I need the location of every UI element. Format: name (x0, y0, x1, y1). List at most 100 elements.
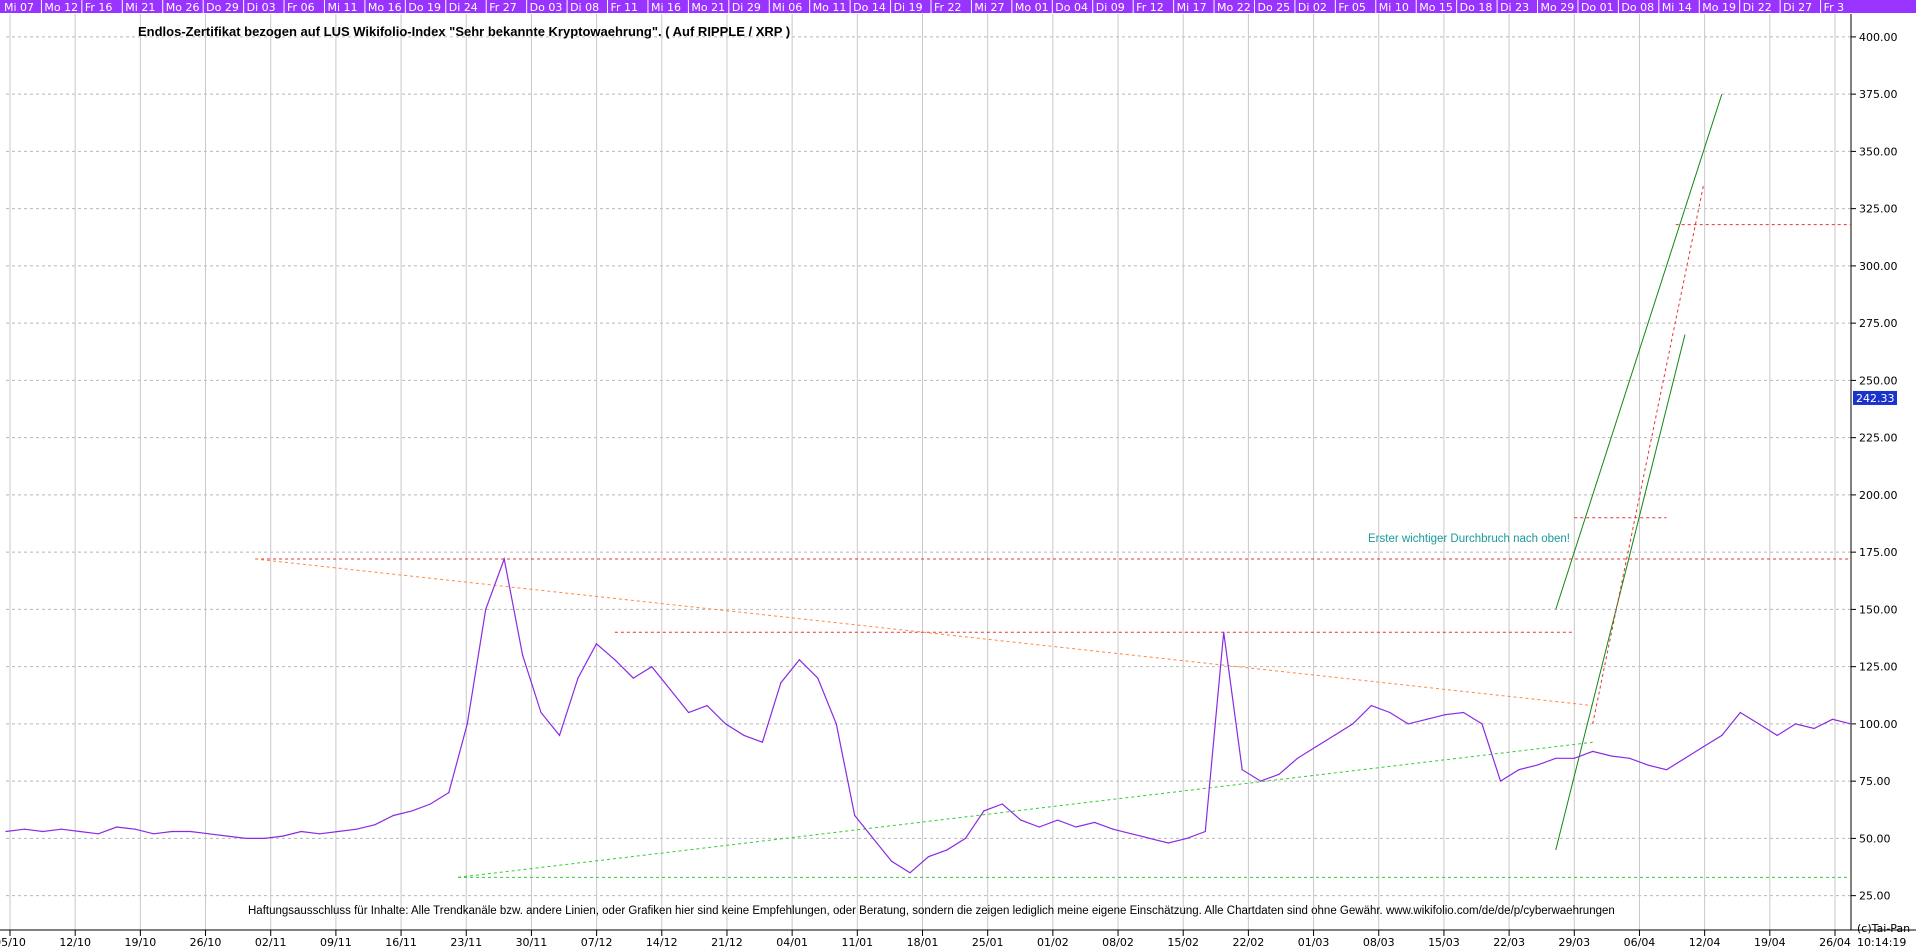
price-point (927, 856, 930, 858)
price-point (1444, 714, 1446, 716)
x-tick-label: 16/11 (385, 936, 417, 949)
price-point (374, 824, 376, 826)
price-point (5, 830, 7, 833)
top-day-label: Fr 12 (1136, 1, 1164, 14)
x-tick-label: 06/04 (1624, 936, 1656, 949)
y-tick-label: 275.00 (1859, 317, 1898, 330)
top-day-label: Di 02 (1298, 1, 1327, 14)
y-axis: 25.00 50.00 75.00 100.00 125.00 150.00 175.00 2… (1850, 14, 1898, 930)
rising-trendline (457, 741, 1593, 878)
price-point (1204, 830, 1206, 833)
price-point (1813, 727, 1815, 730)
top-day-label: Do 03 (530, 1, 563, 14)
top-day-label: Fr 05 (1338, 1, 1366, 14)
y-tick-label: 225.00 (1859, 432, 1898, 445)
price-point (1352, 723, 1354, 725)
x-tick-label: 02/11 (255, 936, 287, 949)
top-day-label: Do 14 (853, 1, 886, 14)
y-tick-label: 175.00 (1859, 546, 1898, 559)
price-point (485, 608, 487, 611)
price-point (780, 682, 782, 684)
price-point (1370, 704, 1372, 707)
price-point (1629, 757, 1631, 759)
price-point (1518, 769, 1520, 771)
y-tick-label: 100.00 (1859, 718, 1898, 731)
price-point (1592, 750, 1594, 752)
y-tick-label: 150.00 (1859, 603, 1898, 616)
price-point (503, 558, 505, 560)
top-day-label: Mi 10 (1379, 1, 1409, 14)
price-point (872, 837, 874, 840)
top-day-label: Mi 16 (651, 1, 681, 14)
y-tick-label: 400.00 (1859, 31, 1898, 44)
top-day-label: Do 01 (1581, 1, 1614, 14)
top-day-label: Mi 11 (327, 1, 357, 14)
price-point (1499, 780, 1502, 782)
price-point (189, 830, 192, 833)
price-point (392, 814, 395, 817)
top-day-label: Fr 3 (1824, 1, 1845, 14)
trend-lines (255, 93, 1851, 878)
x-tick-label: 23/11 (450, 936, 482, 949)
price-point (208, 833, 210, 835)
top-day-label: Do 08 (1621, 1, 1654, 14)
price-point (319, 833, 321, 835)
price-point (540, 711, 542, 714)
price-point (632, 677, 634, 679)
price-point (355, 828, 358, 830)
top-day-label: Di 29 (732, 1, 761, 14)
price-point (411, 810, 413, 812)
top-day-label: Mo 01 (1015, 1, 1049, 14)
price-point (595, 643, 598, 645)
price-point (226, 835, 228, 837)
top-day-label: Mo 16 (368, 1, 402, 14)
x-tick-label: 26/10 (190, 936, 222, 949)
price-point (983, 810, 985, 812)
top-day-label: Do 25 (1257, 1, 1290, 14)
price-point (1001, 803, 1003, 805)
price-point (245, 837, 247, 840)
x-tick-label: 05/10 (0, 936, 26, 949)
price-point (1389, 711, 1391, 714)
top-day-label: Do 19 (408, 1, 441, 14)
top-day-label: Di 22 (1743, 1, 1772, 14)
top-day-label: Mo 22 (1217, 1, 1251, 14)
x-tick-label: 04/01 (776, 936, 808, 949)
y-tick-label: 250.00 (1859, 374, 1898, 387)
price-point (171, 830, 173, 833)
price-point (669, 688, 671, 691)
top-day-label: Mi 17 (1177, 1, 1207, 14)
price-point (1093, 821, 1096, 823)
top-day-label: Mo 19 (1702, 1, 1736, 14)
top-day-label: Di 24 (449, 1, 478, 14)
price-point (614, 659, 616, 661)
price-point (1167, 842, 1169, 844)
top-day-label: Mi 21 (125, 1, 155, 14)
top-day-label: Do 18 (1460, 1, 1493, 14)
x-tick-label: 08/02 (1102, 936, 1134, 949)
top-day-label: Fr 27 (489, 1, 517, 14)
x-tick-label: 22/02 (1233, 936, 1265, 949)
price-point (1555, 757, 1557, 759)
price-point (134, 828, 136, 830)
price-point (429, 803, 431, 805)
price-point (761, 741, 764, 743)
price-point (817, 677, 819, 679)
top-day-label: Mi 06 (772, 1, 802, 14)
price-point (891, 860, 893, 862)
x-tick-label: 30/11 (516, 936, 548, 949)
price-point (300, 830, 302, 833)
price-point (1684, 757, 1686, 759)
top-day-label: Do 29 (206, 1, 239, 14)
time-label: 10:14:19 (1857, 936, 1906, 949)
price-point (1647, 764, 1649, 766)
price-point (1795, 723, 1797, 725)
price-point (1426, 718, 1428, 720)
price-point (558, 734, 561, 736)
x-tick-label: 15/03 (1428, 936, 1460, 949)
x-tick-label: 12/10 (59, 936, 91, 949)
chart-title: Endlos-Zertifikat bezogen auf LUS Wikifo… (138, 24, 790, 39)
price-point (1296, 757, 1299, 759)
